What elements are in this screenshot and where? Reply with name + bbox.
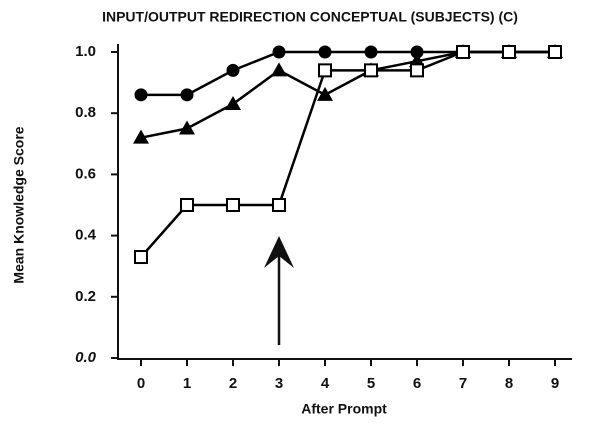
x-tick-label: 7 [459, 375, 467, 392]
marker [410, 45, 424, 59]
chart-title: INPUT/OUTPUT REDIRECTION CONCEPTUAL (SUB… [102, 9, 518, 25]
x-tick-label: 6 [413, 375, 421, 392]
marker [272, 45, 286, 59]
marker [410, 63, 424, 78]
marker [180, 198, 194, 212]
marker [134, 88, 148, 102]
marker [133, 129, 149, 144]
marker [226, 198, 240, 212]
marker [318, 45, 332, 59]
y-axis-label: Mean Knowledge Score [11, 126, 27, 283]
y-tick-label: 0.4 [75, 227, 97, 244]
marker [456, 45, 470, 59]
marker [271, 62, 287, 77]
x-tick-label: 5 [367, 375, 375, 392]
marker [272, 198, 286, 212]
marker [364, 63, 378, 78]
x-tick-label: 3 [275, 375, 283, 392]
x-tick-label: 8 [505, 375, 513, 392]
y-tick-label: 0.6 [75, 165, 96, 182]
x-tick-label: 0 [137, 375, 145, 392]
marker [364, 45, 378, 59]
marker [317, 86, 333, 101]
series-line [141, 50, 555, 97]
y-tick-label: 0.8 [75, 104, 96, 121]
marker [502, 45, 516, 59]
y-tick-label: 1.0 [75, 43, 96, 60]
x-tick-label: 2 [229, 375, 237, 392]
marker [180, 88, 194, 102]
y-tick-label: 0.2 [75, 288, 96, 305]
y-tick-label: 0.0 [75, 349, 97, 366]
series-line [140, 50, 555, 258]
marker [225, 96, 241, 111]
arrow-head [264, 236, 294, 268]
marker [548, 45, 562, 59]
x-tick-label: 1 [183, 375, 191, 392]
x-tick-label: 9 [551, 375, 559, 392]
marker [318, 63, 332, 78]
series-line [140, 50, 555, 139]
marker [226, 63, 240, 77]
marker [134, 250, 148, 265]
arrow [264, 236, 294, 345]
x-tick-label: 4 [321, 375, 330, 392]
x-axis-label: After Prompt [301, 401, 387, 417]
marker [179, 120, 195, 135]
